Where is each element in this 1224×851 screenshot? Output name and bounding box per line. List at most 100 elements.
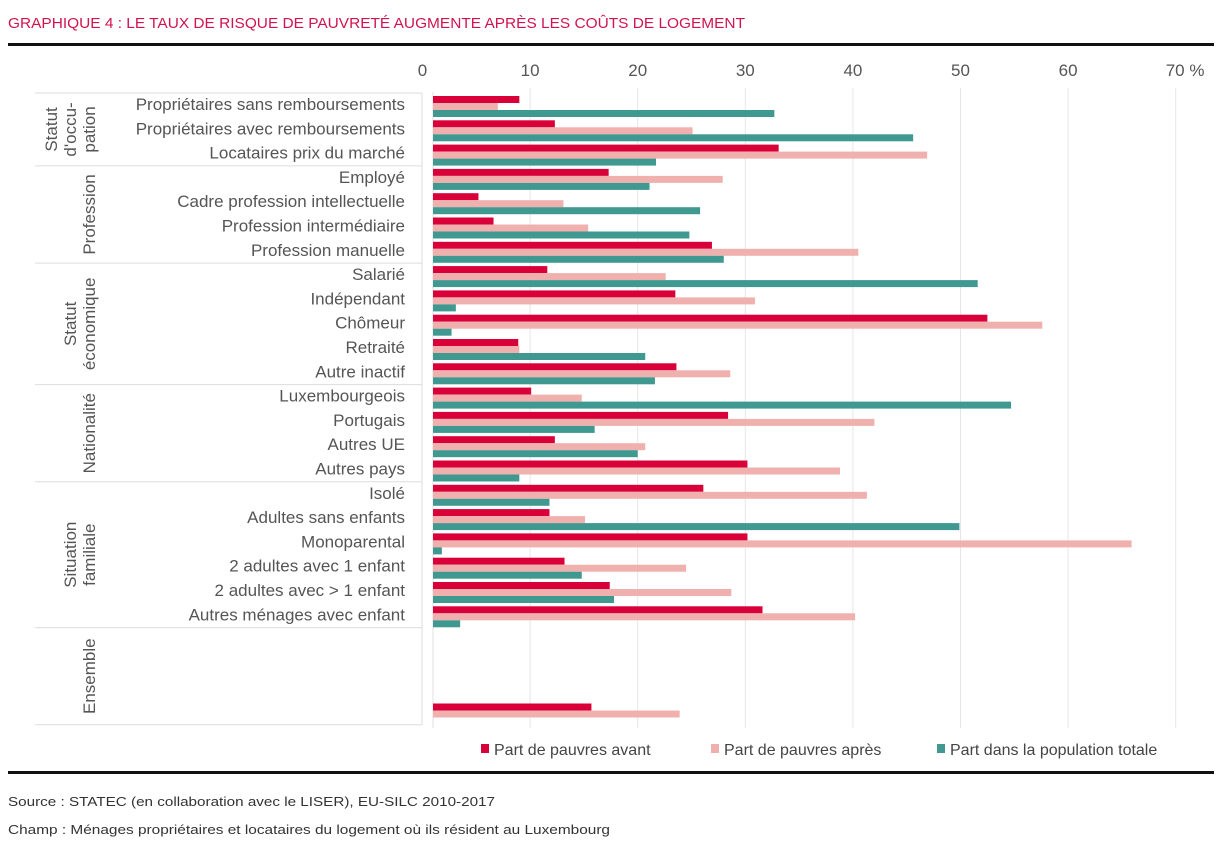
bar-apres xyxy=(433,321,1043,329)
category-label: Autres ménages avec enfant xyxy=(189,605,406,624)
bars xyxy=(433,96,1132,718)
bar-apres xyxy=(433,200,564,208)
bar-avant xyxy=(433,314,988,322)
bar-avant xyxy=(433,533,748,541)
bar-apres xyxy=(433,467,840,475)
x-tick-label: 40 xyxy=(843,61,862,80)
source-note: Source : STATEC (en collaboration avec l… xyxy=(8,794,495,809)
category-label: Locataires prix du marché xyxy=(209,144,405,163)
bar-avant xyxy=(433,120,555,128)
legend-label-population: Part dans la population totale xyxy=(950,742,1157,759)
bar-apres xyxy=(433,589,732,596)
bar-apres xyxy=(433,540,1132,548)
scope-note: Champ : Ménages propriétaires et locatai… xyxy=(8,822,610,837)
x-tick-label: 30 xyxy=(736,61,755,80)
bar-population xyxy=(433,304,456,312)
category-label: Adultes sans enfants xyxy=(247,508,405,527)
bar-population xyxy=(433,182,650,190)
bar-population xyxy=(433,498,550,506)
bar-population xyxy=(433,134,914,142)
bar-apres xyxy=(433,103,498,110)
bar-apres xyxy=(433,394,582,402)
bar-apres xyxy=(433,273,666,281)
bar-avant xyxy=(433,290,676,298)
x-tick-label: 20 xyxy=(628,61,647,80)
bar-avant xyxy=(433,193,479,201)
category-label: Autres pays xyxy=(315,460,405,479)
bar-avant xyxy=(433,96,520,103)
bar-population xyxy=(433,474,520,482)
bar-apres xyxy=(433,175,723,183)
bar-avant xyxy=(433,168,609,176)
bar-population xyxy=(433,377,655,385)
bar-avant xyxy=(433,703,592,711)
bar-apres xyxy=(433,613,856,621)
top-rule xyxy=(8,43,1214,46)
chart-title: GRAPHIQUE 4 : LE TAUX DE RISQUE DE PAUVR… xyxy=(8,15,745,32)
group-label: Statutd'occu-pation xyxy=(42,102,99,156)
x-tick-label: 60 xyxy=(1059,61,1078,80)
category-label: Isolé xyxy=(369,484,405,503)
legend: Part de pauvres avant Part de pauvres apr… xyxy=(481,742,1157,759)
legend-marker-apres xyxy=(711,744,719,753)
bar-population xyxy=(433,450,638,458)
category-label: Portugais xyxy=(333,411,405,430)
bar-avant xyxy=(433,339,519,346)
category-label: Propriétaires sans remboursements xyxy=(136,95,405,114)
category-label: 2 adultes avec > 1 enfant xyxy=(215,581,406,600)
bar-avant xyxy=(433,557,565,565)
bar-avant xyxy=(433,509,550,517)
bar-apres xyxy=(433,418,875,426)
category-label: Profession manuelle xyxy=(251,241,405,260)
bar-apres xyxy=(433,224,589,232)
bar-apres xyxy=(433,346,520,353)
legend-marker-population xyxy=(937,744,945,753)
bar-avant xyxy=(433,484,704,492)
bar-apres xyxy=(433,127,693,135)
bar-apres xyxy=(433,151,928,159)
bar-avant xyxy=(433,436,555,444)
category-label: Propriétaires avec remboursements xyxy=(136,119,405,138)
bar-population xyxy=(433,401,1012,409)
bar-population xyxy=(433,620,461,628)
bar-apres xyxy=(433,491,867,499)
bar-population xyxy=(433,523,960,531)
category-label: 2 adultes avec 1 enfant xyxy=(229,557,405,576)
bar-apres xyxy=(433,297,755,305)
bar-avant xyxy=(433,411,729,419)
bar-avant xyxy=(433,217,494,225)
bar-avant xyxy=(433,460,748,468)
x-tick-label: 0 xyxy=(418,61,427,80)
bar-apres xyxy=(433,516,585,524)
x-tick-label: 50 xyxy=(951,61,970,80)
bar-population xyxy=(433,353,646,360)
category-label: Autres UE xyxy=(328,435,405,454)
bar-population xyxy=(433,231,690,239)
x-tick-label: 70 % xyxy=(1166,61,1205,80)
bar-population xyxy=(433,547,442,555)
category-label: Employé xyxy=(339,168,405,187)
bar-avant xyxy=(433,387,532,395)
legend-label-avant: Part de pauvres avant xyxy=(494,742,651,759)
group-label: Situationfamiliale xyxy=(61,522,99,588)
category-label: Indépendant xyxy=(310,289,405,308)
bar-population xyxy=(433,280,978,288)
bar-population xyxy=(433,255,724,263)
category-label: Monoparental xyxy=(301,532,405,551)
category-label: Chômeur xyxy=(335,314,405,333)
bar-avant xyxy=(433,241,712,249)
x-tick-label: 10 xyxy=(521,61,540,80)
group-label: Statutéconomique xyxy=(61,278,99,371)
bar-avant xyxy=(433,363,677,371)
category-label: Profession intermédiaire xyxy=(222,217,405,236)
category-label: Cadre profession intellectuelle xyxy=(177,192,405,211)
bar-apres xyxy=(433,370,731,378)
category-label: Retraité xyxy=(345,338,405,357)
bottom-rule xyxy=(8,771,1214,774)
bar-population xyxy=(433,596,615,603)
bar-avant xyxy=(433,266,548,274)
category-label: Luxembourgeois xyxy=(279,387,405,406)
x-axis-tick-labels: 0 10 20 30 40 50 60 70 % xyxy=(418,61,1205,80)
bar-avant xyxy=(433,582,610,589)
